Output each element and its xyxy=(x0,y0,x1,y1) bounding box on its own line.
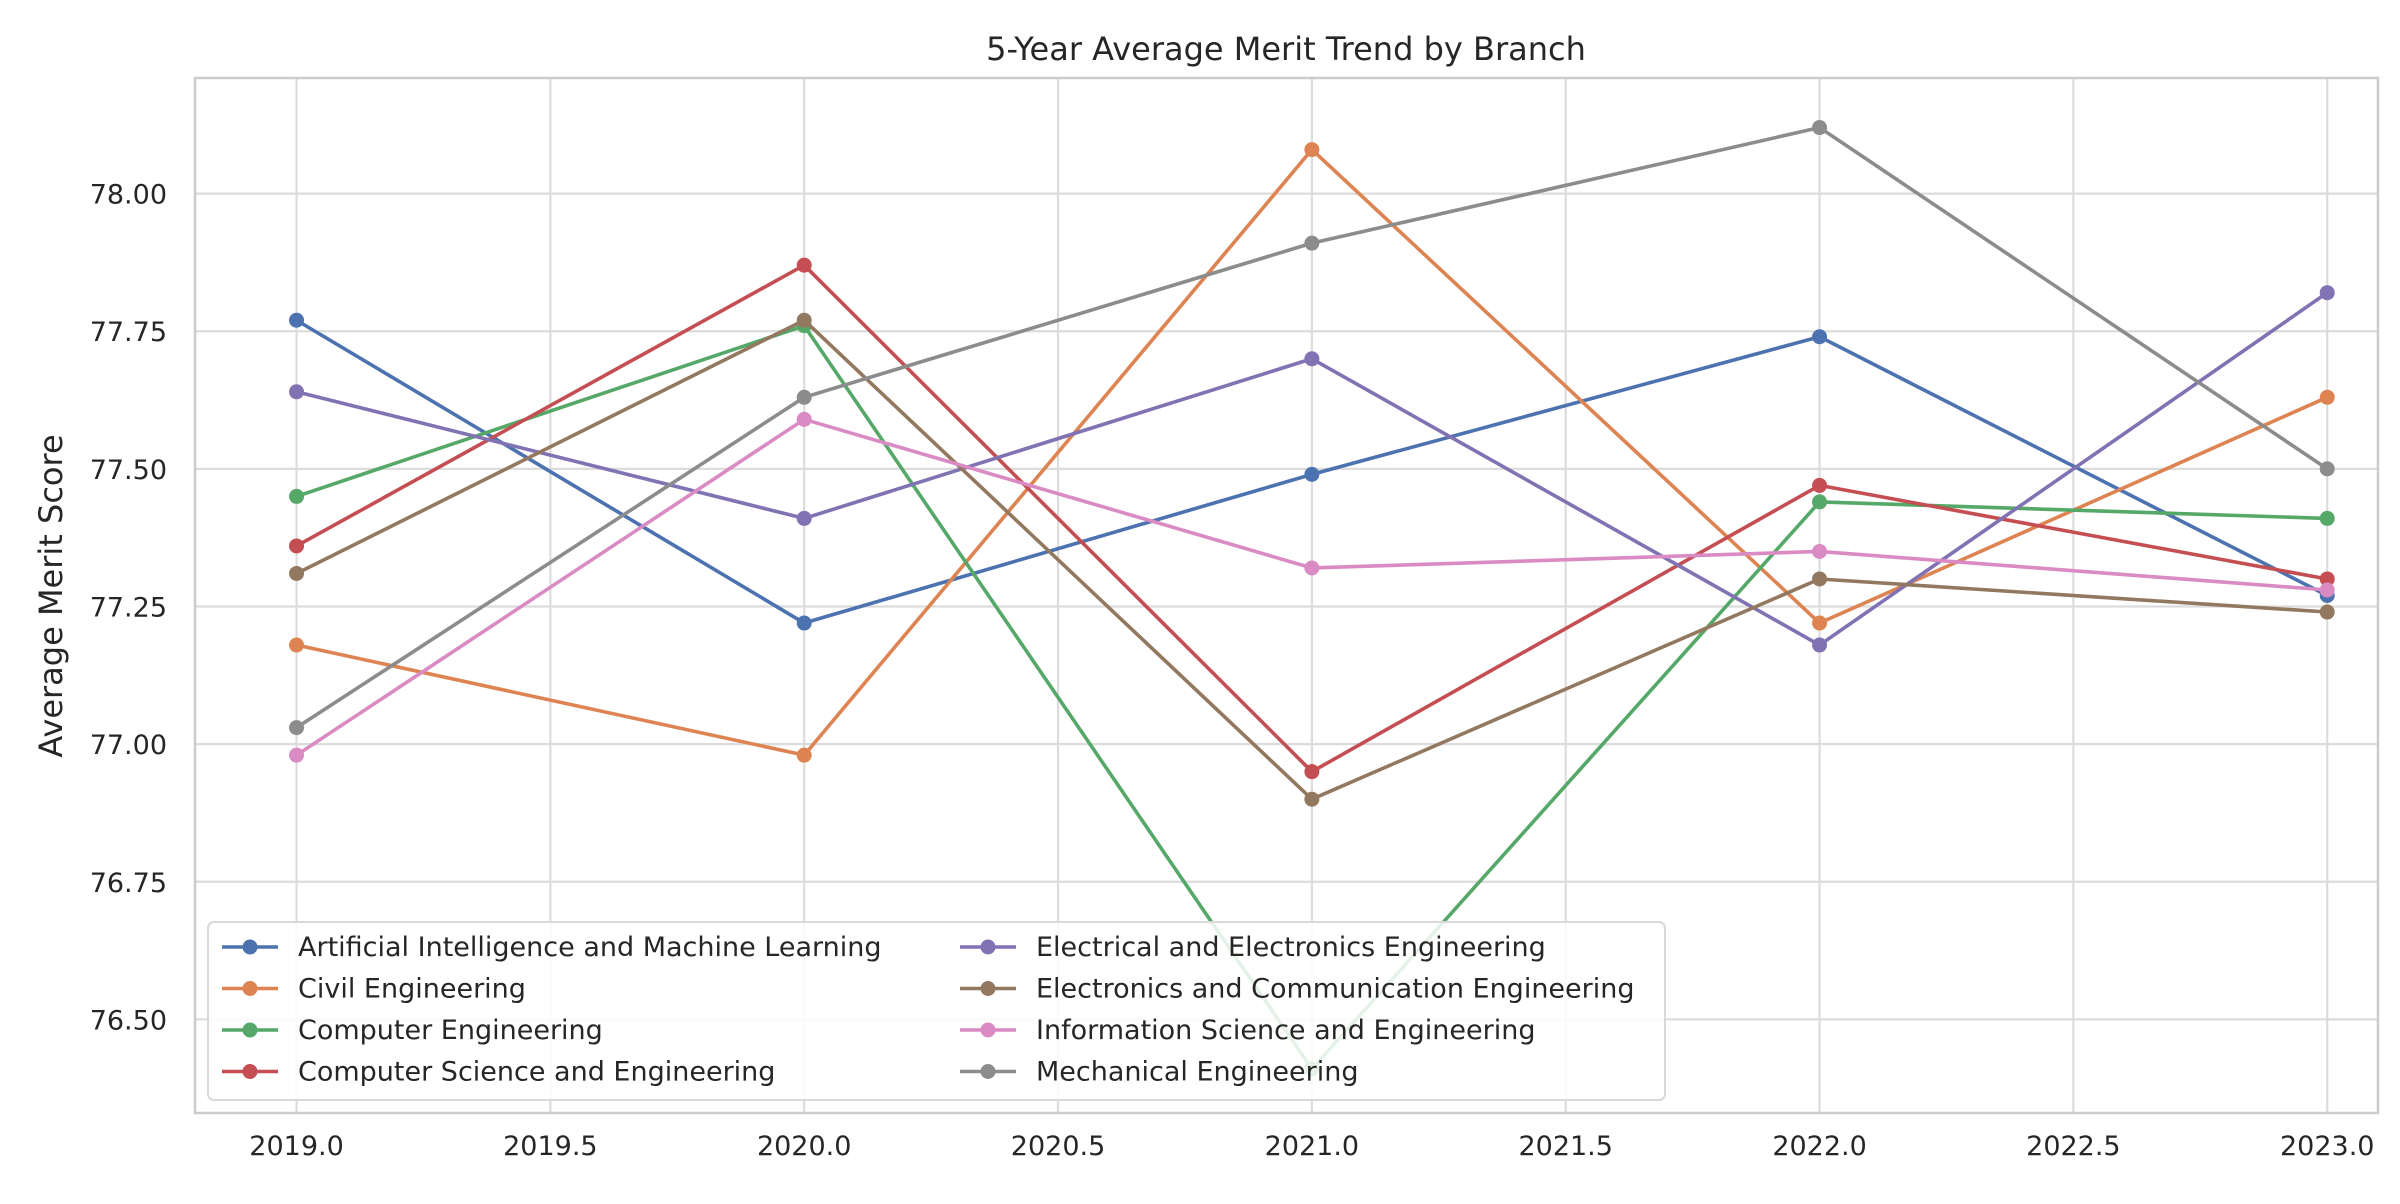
legend-item: Computer Engineering xyxy=(222,1015,603,1046)
y-tick-label: 77.25 xyxy=(90,593,167,624)
x-tick-label: 2021.5 xyxy=(1518,1131,1612,1162)
chart-title: 5-Year Average Merit Trend by Branch xyxy=(986,30,1586,68)
legend-label: Computer Engineering xyxy=(298,1015,603,1046)
data-point xyxy=(796,411,812,427)
legend: Artificial Intelligence and Machine Lear… xyxy=(207,921,1666,1101)
series-5 xyxy=(289,285,2335,653)
legend-swatch-marker xyxy=(980,1022,996,1038)
data-point xyxy=(289,747,305,763)
y-tick-label: 77.50 xyxy=(90,455,167,486)
axis-ticks: 2019.0 2019.5 2020.0 2020.5 2021.0 2021.5 2022… xyxy=(90,180,2375,1162)
legend-item: Information Science and Engineering xyxy=(960,1015,1536,1046)
x-tick-label: 2020.5 xyxy=(1011,1131,1105,1162)
data-point xyxy=(1812,477,1828,493)
data-point xyxy=(796,312,812,328)
series-2 xyxy=(289,142,2335,763)
data-point xyxy=(289,538,305,554)
x-tick-label: 2021.0 xyxy=(1265,1131,1359,1162)
legend-swatch-marker xyxy=(242,1064,258,1079)
data-point xyxy=(796,615,812,631)
legend-item: Civil Engineering xyxy=(222,974,526,1005)
data-point xyxy=(1812,571,1828,587)
data-point xyxy=(289,384,305,400)
x-tick-label: 2019.0 xyxy=(249,1131,343,1162)
data-point xyxy=(2319,461,2335,477)
series-7 xyxy=(289,411,2335,763)
y-tick-label: 76.50 xyxy=(90,1005,167,1036)
legend-label: Civil Engineering xyxy=(298,974,526,1005)
x-tick-label: 2019.5 xyxy=(503,1131,597,1162)
data-point xyxy=(289,720,305,736)
data-point xyxy=(1812,543,1828,559)
legend-swatch-marker xyxy=(980,1064,996,1079)
data-point xyxy=(1812,494,1828,510)
y-tick-label: 76.75 xyxy=(90,868,167,899)
legend-swatch-marker xyxy=(242,1022,258,1038)
data-point xyxy=(2319,582,2335,598)
data-point xyxy=(1304,235,1320,251)
data-point xyxy=(796,510,812,526)
legend-item: Artificial Intelligence and Machine Lear… xyxy=(222,932,882,963)
legend-label: Mechanical Engineering xyxy=(1036,1057,1359,1088)
data-point xyxy=(2319,604,2335,620)
data-point xyxy=(289,312,305,328)
data-point xyxy=(1304,142,1320,158)
legend-swatch-marker xyxy=(980,981,996,996)
legend-swatch-marker xyxy=(980,939,996,955)
y-tick-label: 77.75 xyxy=(90,317,167,348)
data-point xyxy=(1812,120,1828,136)
series-6 xyxy=(289,312,2335,807)
y-axis-title: Average Merit Score xyxy=(32,434,70,757)
legend-item: Mechanical Engineering xyxy=(960,1057,1359,1088)
data-point xyxy=(1812,637,1828,653)
x-tick-label: 2022.0 xyxy=(1772,1131,1866,1162)
data-point xyxy=(2319,571,2335,587)
data-point xyxy=(1304,764,1320,780)
series-lines xyxy=(289,120,2335,1077)
legend-label: Computer Science and Engineering xyxy=(298,1057,775,1088)
data-point xyxy=(1304,560,1320,576)
x-tick-label: 2023.0 xyxy=(2280,1131,2374,1162)
data-point xyxy=(289,488,305,504)
legend-swatch-marker xyxy=(242,981,258,996)
series-4 xyxy=(289,257,2335,780)
y-tick-label: 78.00 xyxy=(90,180,167,211)
x-tick-label: 2020.0 xyxy=(757,1131,851,1162)
legend-item: Electrical and Electronics Engineering xyxy=(960,932,1546,963)
data-point xyxy=(1304,351,1320,367)
legend-label: Electronics and Communication Engineerin… xyxy=(1036,974,1635,1005)
legend-swatch-marker xyxy=(242,939,258,955)
data-point xyxy=(2319,389,2335,405)
data-point xyxy=(1812,615,1828,631)
data-point xyxy=(289,565,305,581)
data-point xyxy=(2319,285,2335,301)
legend-label: Information Science and Engineering xyxy=(1036,1015,1536,1046)
y-tick-label: 77.00 xyxy=(90,730,167,761)
legend-label: Artificial Intelligence and Machine Lear… xyxy=(298,932,882,963)
legend-item: Electronics and Communication Engineerin… xyxy=(960,974,1635,1005)
data-point xyxy=(289,637,305,653)
data-point xyxy=(1812,329,1828,345)
data-point xyxy=(1304,791,1320,807)
data-point xyxy=(796,747,812,763)
x-tick-label: 2022.5 xyxy=(2026,1131,2120,1162)
series-1 xyxy=(289,312,2335,631)
legend-label: Electrical and Electronics Engineering xyxy=(1036,932,1546,963)
series-8 xyxy=(289,120,2335,736)
legend-box xyxy=(207,921,1666,1101)
data-point xyxy=(796,389,812,405)
data-point xyxy=(2319,510,2335,526)
data-point xyxy=(1304,466,1320,482)
data-point xyxy=(796,257,812,273)
legend-item: Computer Science and Engineering xyxy=(222,1057,775,1088)
plot-frame xyxy=(193,76,2380,1115)
